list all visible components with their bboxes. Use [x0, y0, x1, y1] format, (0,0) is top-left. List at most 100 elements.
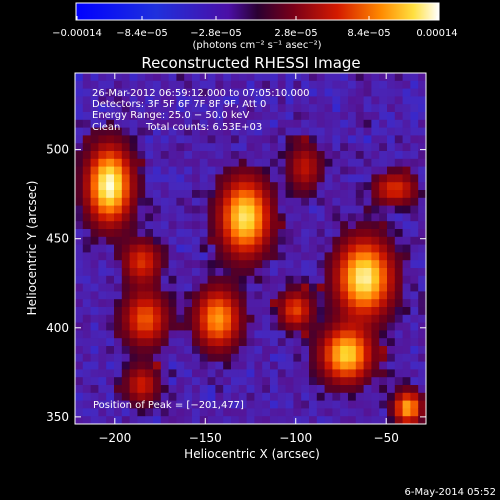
heatmap-cell: [379, 392, 388, 401]
heatmap-cell: [176, 369, 185, 378]
heatmap-cell: [238, 283, 247, 292]
heatmap-cell: [410, 229, 419, 238]
heatmap-cell: [106, 377, 115, 386]
heatmap-cell: [324, 104, 333, 113]
heatmap-cell: [246, 330, 255, 339]
heatmap-cell: [277, 275, 286, 284]
heatmap-cell: [355, 283, 364, 292]
heatmap-cell: [207, 268, 216, 277]
heatmap-cell: [75, 369, 84, 378]
heatmap-cell: [98, 229, 107, 238]
heatmap-cell: [129, 275, 138, 284]
heatmap-cell: [309, 88, 318, 97]
heatmap-cell: [355, 416, 364, 425]
heatmap-cell: [316, 260, 325, 269]
heatmap-cell: [145, 174, 154, 183]
heatmap-cell: [199, 143, 208, 152]
heatmap-image: [75, 73, 427, 425]
heatmap-cell: [160, 174, 169, 183]
heatmap-cell: [402, 283, 411, 292]
heatmap-cell: [394, 112, 403, 121]
heatmap-cell: [379, 182, 388, 191]
heatmap-cell: [387, 416, 396, 425]
heatmap-cell: [277, 244, 286, 253]
heatmap-cell: [332, 330, 341, 339]
heatmap-cell: [90, 236, 99, 245]
heatmap-cell: [270, 408, 279, 417]
heatmap-cell: [324, 151, 333, 160]
heatmap-cell: [223, 213, 232, 222]
heatmap-cell: [90, 158, 99, 167]
heatmap-cell: [309, 112, 318, 121]
heatmap-cell: [371, 112, 380, 121]
footer-date: 6-May-2014 05:52: [404, 487, 496, 498]
heatmap-cell: [160, 166, 169, 175]
heatmap-cell: [137, 221, 146, 230]
heatmap-cell: [379, 151, 388, 160]
heatmap-cell: [207, 151, 216, 160]
heatmap-cell: [176, 143, 185, 152]
heatmap-cell: [348, 229, 357, 238]
heatmap-cell: [184, 260, 193, 269]
heatmap-cell: [223, 190, 232, 199]
heatmap-cell: [355, 112, 364, 121]
heatmap-cell: [90, 197, 99, 206]
heatmap-cell: [176, 104, 185, 113]
heatmap-cell: [137, 252, 146, 261]
heatmap-cell: [238, 151, 247, 160]
heatmap-cell: [98, 385, 107, 394]
heatmap-cell: [137, 229, 146, 238]
heatmap-cell: [332, 135, 341, 144]
heatmap-cell: [340, 174, 349, 183]
heatmap-cell: [301, 291, 310, 300]
heatmap-cell: [238, 143, 247, 152]
heatmap-cell: [168, 408, 177, 417]
heatmap-cell: [324, 112, 333, 121]
heatmap-cell: [82, 151, 91, 160]
heatmap-cell: [199, 408, 208, 417]
heatmap-cell: [387, 229, 396, 238]
heatmap-cell: [207, 174, 216, 183]
heatmap-cell: [270, 190, 279, 199]
heatmap-cell: [324, 275, 333, 284]
heatmap-cell: [348, 104, 357, 113]
heatmap-cell: [379, 322, 388, 331]
heatmap-cell: [387, 408, 396, 417]
heatmap-cell: [394, 73, 403, 82]
heatmap-cell: [215, 151, 224, 160]
heatmap-cell: [262, 268, 271, 277]
heatmap-cell: [324, 260, 333, 269]
heatmap-cell: [371, 213, 380, 222]
heatmap-cell: [285, 80, 294, 89]
heatmap-cell: [402, 291, 411, 300]
heatmap-cell: [324, 127, 333, 136]
heatmap-cell: [207, 400, 216, 409]
heatmap-cell: [106, 135, 115, 144]
heatmap-cell: [410, 260, 419, 269]
heatmap-cell: [192, 353, 201, 362]
heatmap-cell: [238, 127, 247, 136]
heatmap-cell: [168, 205, 177, 214]
heatmap-cell: [98, 221, 107, 230]
heatmap-cell: [153, 416, 162, 425]
heatmap-cell: [145, 190, 154, 199]
heatmap-cell: [82, 260, 91, 269]
heatmap-cell: [402, 190, 411, 199]
heatmap-cell: [215, 377, 224, 386]
colorbar-tick-label: 2.8e−05: [274, 28, 317, 39]
heatmap-cell: [293, 369, 302, 378]
heatmap-cell: [82, 127, 91, 136]
heatmap-cell: [348, 151, 357, 160]
heatmap-cell: [316, 112, 325, 121]
heatmap-cell: [223, 307, 232, 316]
heatmap-cell: [285, 197, 294, 206]
heatmap-cell: [418, 80, 427, 89]
heatmap-cell: [223, 166, 232, 175]
heatmap-cell: [246, 236, 255, 245]
heatmap-cell: [340, 221, 349, 230]
heatmap-cell: [410, 221, 419, 230]
heatmap-cell: [363, 205, 372, 214]
heatmap-cell: [168, 229, 177, 238]
heatmap-cell: [293, 275, 302, 284]
heatmap-cell: [270, 104, 279, 113]
